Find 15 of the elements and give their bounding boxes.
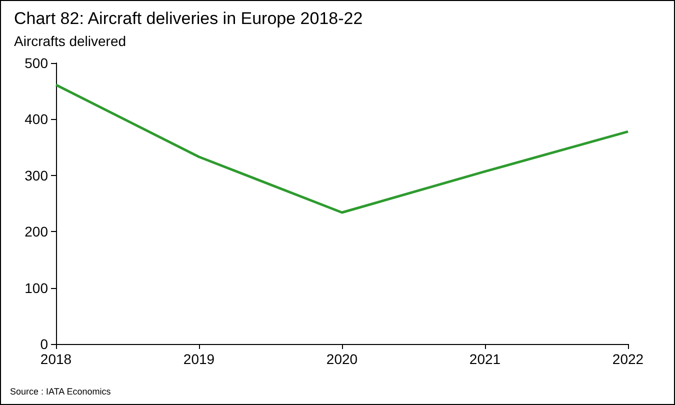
x-tick-label: 2022 — [612, 351, 644, 367]
source-note: Source : IATA Economics — [10, 386, 112, 396]
y-tick-label: 500 — [24, 55, 48, 71]
y-tick-label: 400 — [24, 111, 48, 128]
chart-title: Chart 82: Aircraft deliveries in Europe 2018-22 — [14, 9, 363, 28]
x-tick-label: 2020 — [326, 351, 358, 367]
x-tick-label: 2018 — [40, 351, 72, 367]
x-tick-label: 2021 — [469, 351, 501, 367]
line-series — [54, 84, 630, 214]
y-tick-label: 0 — [40, 336, 48, 352]
y-tick-label: 100 — [24, 280, 48, 296]
y-axis-title: Aircrafts delivered — [14, 33, 126, 49]
y-tick-label: 200 — [24, 224, 48, 240]
y-tick-label: 300 — [24, 167, 48, 184]
x-tick-label: 2019 — [183, 351, 215, 367]
